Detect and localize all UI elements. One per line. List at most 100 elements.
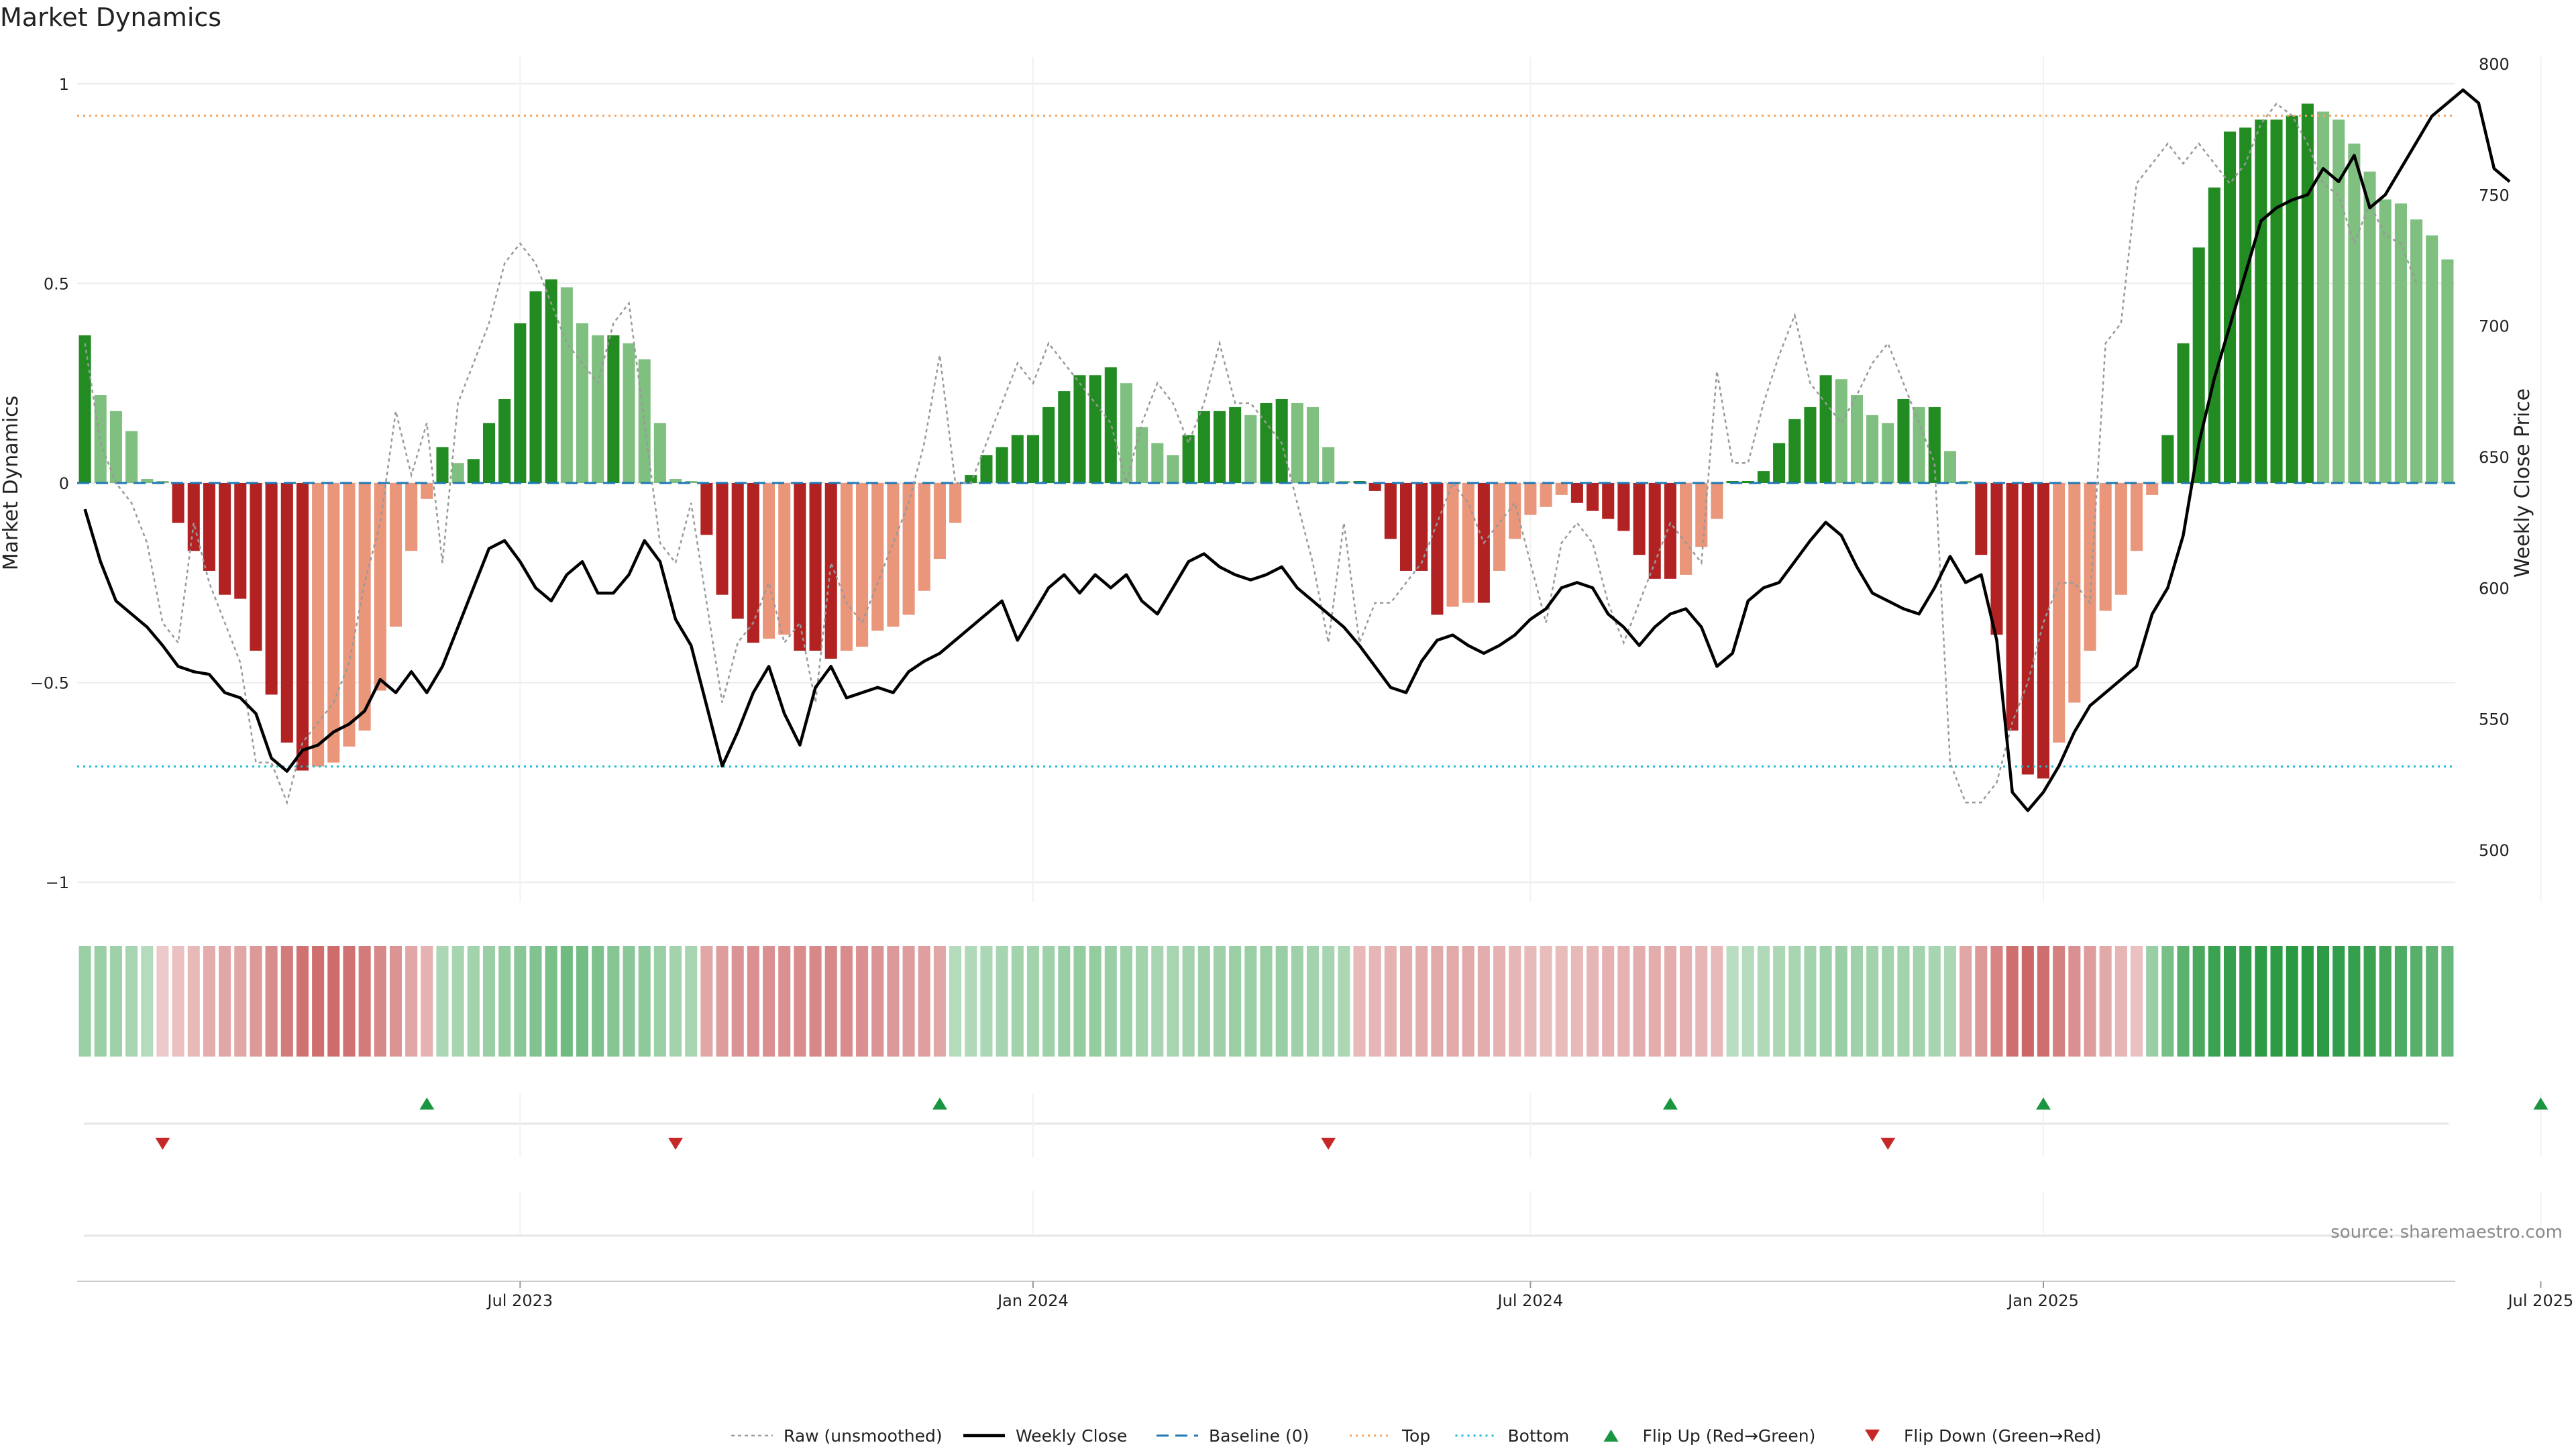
strip-cell (545, 946, 557, 1057)
dynamics-bar (2332, 119, 2345, 484)
strip-cell (1431, 946, 1444, 1057)
dynamics-bar (1011, 435, 1024, 483)
strip-cell (2084, 946, 2096, 1057)
dynamics-bar (1415, 483, 1428, 571)
dynamics-bar (2301, 103, 2314, 483)
dynamics-bar (2208, 187, 2220, 483)
y-tick-label: 0.5 (44, 274, 69, 293)
dynamics-bar (1835, 379, 1847, 483)
dynamics-bar (685, 481, 698, 483)
strip-cell (280, 946, 293, 1057)
strip-cell (1244, 946, 1257, 1057)
legend-item: Top (1350, 1426, 1430, 1446)
dynamics-bar (1182, 435, 1195, 483)
strip-cell (250, 946, 262, 1057)
strip-cell (794, 946, 806, 1057)
dynamics-bar (374, 483, 386, 691)
dynamics-bar (887, 483, 900, 627)
dynamics-bar (2084, 483, 2096, 651)
dynamics-bar (2426, 235, 2438, 483)
strip-cell (467, 946, 480, 1057)
strip-cell (1540, 946, 1552, 1057)
y-tick-label: 0 (59, 474, 69, 493)
strip-cell (374, 946, 386, 1057)
strip-cell (498, 946, 511, 1057)
dynamics-bar (1462, 483, 1474, 603)
strip-cell (576, 946, 589, 1057)
strip-cell (125, 946, 138, 1057)
strip-cell (2006, 946, 2019, 1057)
strip-cell (2332, 946, 2345, 1057)
strip-cell (1026, 946, 1039, 1057)
strip-cell (1182, 946, 1195, 1057)
dynamics-bar (1446, 483, 1459, 607)
strip-cell (2394, 946, 2407, 1057)
strip-cell (1788, 946, 1801, 1057)
legend: Raw (unsmoothed) Weekly Close Baseline (0)… (731, 1426, 2102, 1446)
dynamics-bar (840, 483, 853, 651)
lines-layer (77, 88, 2511, 812)
legend-swatch-flip-up (1603, 1430, 1619, 1442)
strip-cell (1570, 946, 1583, 1057)
strip-cell (1960, 946, 1972, 1057)
strip-cell (1897, 946, 1910, 1057)
strip-cell (669, 946, 682, 1057)
dynamics-bar (778, 483, 791, 635)
dynamics-bar (1648, 483, 1661, 579)
strip-cell (234, 946, 247, 1057)
strip-cell (1866, 946, 1879, 1057)
dynamics-bar (1275, 399, 1288, 483)
strip-cell (1446, 946, 1459, 1057)
strip-cell (1275, 946, 1288, 1057)
dynamics-bar (327, 483, 340, 763)
dynamics-bar (141, 479, 154, 483)
dynamics-bar (824, 483, 837, 659)
dynamics-bar (965, 475, 977, 483)
legend-item: Flip Up (Red→Green) (1603, 1426, 1815, 1446)
dynamics-bar (1104, 367, 1117, 483)
dynamics-bar (1866, 415, 1879, 483)
strip-cell (109, 946, 122, 1057)
dynamics-bar (125, 431, 138, 483)
flip-up-marker (2533, 1097, 2548, 1110)
strip-cell (421, 946, 433, 1057)
strip-cell (1711, 946, 1723, 1057)
strip-cell (1353, 946, 1366, 1057)
strip-cell (1104, 946, 1117, 1057)
strip-cell (902, 946, 915, 1057)
strip-cell (1011, 946, 1024, 1057)
dynamics-bar (1213, 411, 1226, 483)
strip-cell (1804, 946, 1817, 1057)
strip-cell (1509, 946, 1521, 1057)
strip-cell (2099, 946, 2112, 1057)
dynamics-bar (2006, 483, 2019, 731)
strip-cell (1602, 946, 1615, 1057)
strip-cell (2068, 946, 2081, 1057)
flip-down-marker (155, 1138, 170, 1150)
strip-cell (2177, 946, 2190, 1057)
dynamics-bar (918, 483, 930, 591)
strip-cell (1617, 946, 1630, 1057)
dynamics-bar (1741, 481, 1754, 483)
y2-tick-label: 500 (2479, 841, 2510, 860)
dynamics-bar (2146, 483, 2159, 495)
dynamics-bar (2053, 483, 2065, 743)
legend-label: Baseline (0) (1209, 1426, 1309, 1446)
dynamics-bar (1197, 411, 1210, 483)
dynamics-bar (2317, 111, 2330, 483)
axis-layer: 1 0.5 0 −0.5 −1 800 750 700 650 600 550 500 Market D… (0, 55, 2534, 892)
dynamics-bar (280, 483, 293, 743)
dynamics-bar (623, 343, 635, 483)
dynamics-bar (1617, 483, 1630, 531)
strip-cell (2021, 946, 2034, 1057)
legend-swatch-flip-down (1865, 1430, 1880, 1442)
strip-cell (887, 946, 900, 1057)
dynamics-bar (716, 483, 729, 595)
strip-cell (949, 946, 962, 1057)
strip-cell (1943, 946, 1957, 1057)
strip-cell (2053, 946, 2065, 1057)
strip-cell (996, 946, 1008, 1057)
flip-down-marker (668, 1138, 684, 1150)
strip-cell (1587, 946, 1599, 1057)
strip-cell (840, 946, 853, 1057)
